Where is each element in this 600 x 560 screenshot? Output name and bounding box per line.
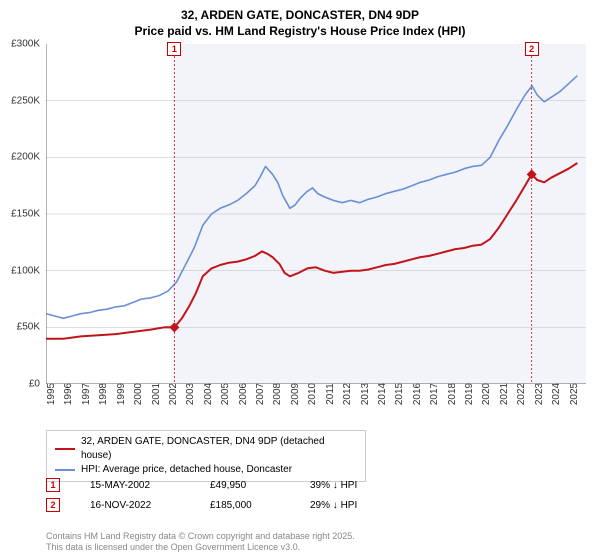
- y-tick-label: £250K: [11, 95, 40, 106]
- x-tick-label: 2025: [569, 383, 580, 405]
- x-tick-label: 2019: [464, 383, 475, 405]
- x-tick-label: 1999: [116, 383, 127, 405]
- x-tick-label: 2016: [412, 383, 423, 405]
- event-date: 16-NOV-2022: [90, 500, 180, 511]
- y-axis-ticks: £0£50K£100K£150K£200K£250K£300K: [0, 44, 44, 384]
- x-tick-label: 2002: [168, 383, 179, 405]
- x-tick-label: 2015: [394, 383, 405, 405]
- title-line2: Price paid vs. HM Land Registry's House …: [0, 24, 600, 40]
- x-tick-label: 2017: [429, 383, 440, 405]
- x-tick-label: 2020: [481, 383, 492, 405]
- x-tick-label: 1998: [98, 383, 109, 405]
- x-tick-label: 2008: [272, 383, 283, 405]
- marker-badge: 2: [525, 42, 539, 56]
- title-line1: 32, ARDEN GATE, DONCASTER, DN4 9DP: [0, 8, 600, 24]
- legend-item: HPI: Average price, detached house, Donc…: [55, 463, 357, 477]
- x-tick-label: 2003: [185, 383, 196, 405]
- event-badge: 1: [46, 478, 60, 492]
- x-tick-label: 2000: [133, 383, 144, 405]
- x-tick-label: 2018: [447, 383, 458, 405]
- legend-swatch-icon: [55, 448, 75, 450]
- x-tick-label: 2001: [151, 383, 162, 405]
- x-tick-label: 1997: [81, 383, 92, 405]
- legend-label: 32, ARDEN GATE, DONCASTER, DN4 9DP (deta…: [81, 435, 357, 463]
- x-tick-label: 2010: [307, 383, 318, 405]
- y-tick-label: £300K: [11, 39, 40, 50]
- event-price: £185,000: [210, 500, 280, 511]
- event-badge: 2: [46, 498, 60, 512]
- x-tick-label: 2011: [325, 383, 336, 405]
- marker-badge: 1: [167, 42, 181, 56]
- x-tick-label: 2023: [534, 383, 545, 405]
- footer: Contains HM Land Registry data © Crown c…: [46, 531, 355, 554]
- footer-line1: Contains HM Land Registry data © Crown c…: [46, 531, 355, 543]
- chart-area: 12: [46, 44, 586, 384]
- chart-title: 32, ARDEN GATE, DONCASTER, DN4 9DP Price…: [0, 0, 600, 39]
- y-tick-label: £200K: [11, 152, 40, 163]
- x-tick-label: 2005: [220, 383, 231, 405]
- legend-item: 32, ARDEN GATE, DONCASTER, DN4 9DP (deta…: [55, 435, 357, 463]
- x-tick-label: 2006: [238, 383, 249, 405]
- x-tick-label: 2007: [255, 383, 266, 405]
- x-tick-label: 2022: [516, 383, 527, 405]
- legend-swatch-icon: [55, 469, 75, 471]
- y-tick-label: £50K: [17, 322, 40, 333]
- x-tick-label: 2004: [203, 383, 214, 405]
- x-tick-label: 2012: [342, 383, 353, 405]
- legend: 32, ARDEN GATE, DONCASTER, DN4 9DP (deta…: [46, 430, 366, 482]
- x-tick-label: 2021: [499, 383, 510, 405]
- x-tick-label: 2009: [290, 383, 301, 405]
- y-tick-label: £0: [29, 379, 40, 390]
- x-tick-label: 2014: [377, 383, 388, 405]
- event-row: 1 15-MAY-2002 £49,950 39% ↓ HPI: [46, 478, 586, 492]
- footer-line2: This data is licensed under the Open Gov…: [46, 542, 355, 554]
- x-tick-label: 1995: [46, 383, 57, 405]
- event-row: 2 16-NOV-2022 £185,000 29% ↓ HPI: [46, 498, 586, 512]
- y-tick-label: £100K: [11, 265, 40, 276]
- y-tick-label: £150K: [11, 209, 40, 220]
- x-tick-label: 2013: [360, 383, 371, 405]
- event-date: 15-MAY-2002: [90, 480, 180, 491]
- x-axis-ticks: 1995199619971998199920002001200220032004…: [46, 388, 586, 428]
- x-tick-label: 2024: [551, 383, 562, 405]
- event-note: 39% ↓ HPI: [310, 480, 357, 491]
- legend-label: HPI: Average price, detached house, Donc…: [81, 463, 292, 477]
- plot-svg: [46, 44, 586, 384]
- x-tick-label: 1996: [63, 383, 74, 405]
- event-price: £49,950: [210, 480, 280, 491]
- events-table: 1 15-MAY-2002 £49,950 39% ↓ HPI 2 16-NOV…: [46, 478, 586, 518]
- event-note: 29% ↓ HPI: [310, 500, 357, 511]
